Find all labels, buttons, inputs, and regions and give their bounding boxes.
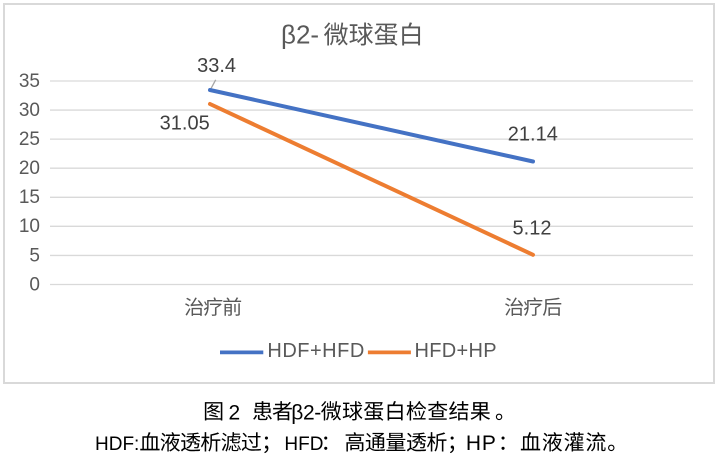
- svg-text:2: 2: [229, 401, 241, 424]
- svg-text:HFD: HFD: [284, 434, 323, 455]
- svg-text:β2-: β2-: [291, 401, 321, 424]
- svg-text:HDF:: HDF:: [95, 434, 139, 455]
- svg-text:HDF+HFD: HDF+HFD: [267, 340, 364, 362]
- svg-text:5.12: 5.12: [513, 218, 552, 240]
- svg-text:25: 25: [19, 129, 40, 150]
- svg-text:0: 0: [29, 274, 40, 295]
- svg-text:30: 30: [19, 100, 40, 121]
- svg-text:20: 20: [19, 158, 40, 179]
- svg-text:21.14: 21.14: [508, 124, 558, 146]
- svg-text:33.4: 33.4: [197, 55, 236, 77]
- svg-text:31.05: 31.05: [160, 112, 210, 134]
- svg-text:10: 10: [19, 216, 40, 237]
- svg-text:β2-: β2-: [281, 20, 319, 50]
- svg-text:15: 15: [19, 187, 40, 208]
- svg-text:35: 35: [19, 71, 40, 92]
- svg-text:HFD+HP: HFD+HP: [415, 340, 497, 362]
- svg-text:HP: HP: [466, 432, 497, 455]
- svg-text:5: 5: [29, 245, 40, 266]
